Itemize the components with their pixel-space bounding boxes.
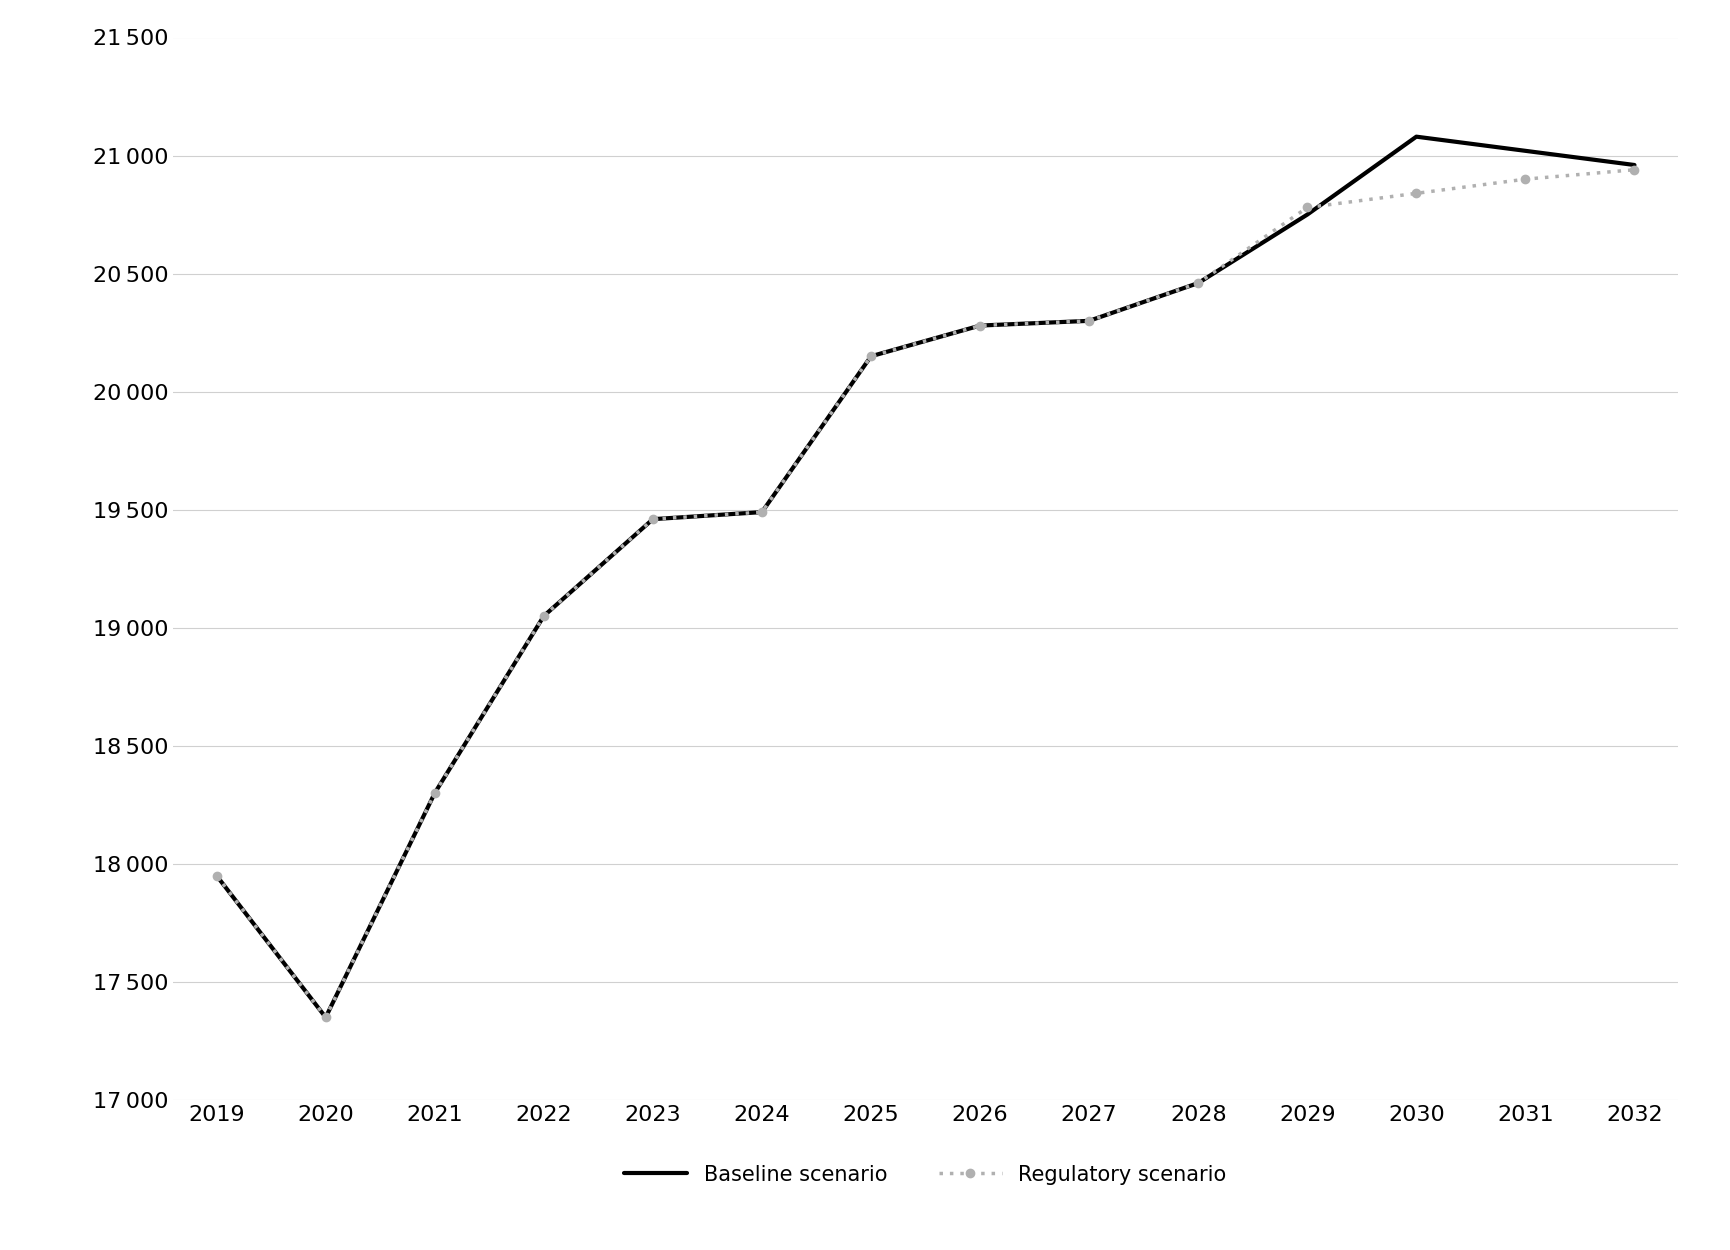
Baseline scenario (1406, 129, 1427, 144)
Line: Baseline scenario: Baseline scenario (216, 136, 1635, 1018)
Regulatory scenario (1298, 200, 1318, 215)
Legend: Baseline scenario, Regulatory scenario: Baseline scenario, Regulatory scenario (614, 1155, 1237, 1196)
Regulatory scenario (315, 1010, 336, 1025)
Baseline scenario (206, 869, 227, 884)
Regulatory scenario (860, 349, 881, 364)
Regulatory scenario (1515, 171, 1536, 186)
Baseline scenario (1189, 275, 1209, 290)
Baseline scenario (424, 785, 445, 800)
Baseline scenario (751, 505, 772, 520)
Line: Regulatory scenario: Regulatory scenario (213, 165, 1638, 1021)
Baseline scenario (1515, 144, 1536, 159)
Regulatory scenario (1189, 275, 1209, 290)
Regulatory scenario (1624, 162, 1645, 177)
Regulatory scenario (1406, 186, 1427, 201)
Baseline scenario (533, 609, 554, 624)
Regulatory scenario (424, 785, 445, 800)
Regulatory scenario (1080, 314, 1100, 329)
Baseline scenario (860, 349, 881, 364)
Regulatory scenario (751, 505, 772, 520)
Regulatory scenario (642, 511, 663, 526)
Baseline scenario (642, 511, 663, 526)
Baseline scenario (315, 1010, 336, 1025)
Regulatory scenario (971, 318, 991, 332)
Baseline scenario (1080, 314, 1100, 329)
Baseline scenario (971, 318, 991, 332)
Regulatory scenario (533, 609, 554, 624)
Baseline scenario (1298, 208, 1318, 222)
Baseline scenario (1624, 158, 1645, 172)
Regulatory scenario (206, 869, 227, 884)
